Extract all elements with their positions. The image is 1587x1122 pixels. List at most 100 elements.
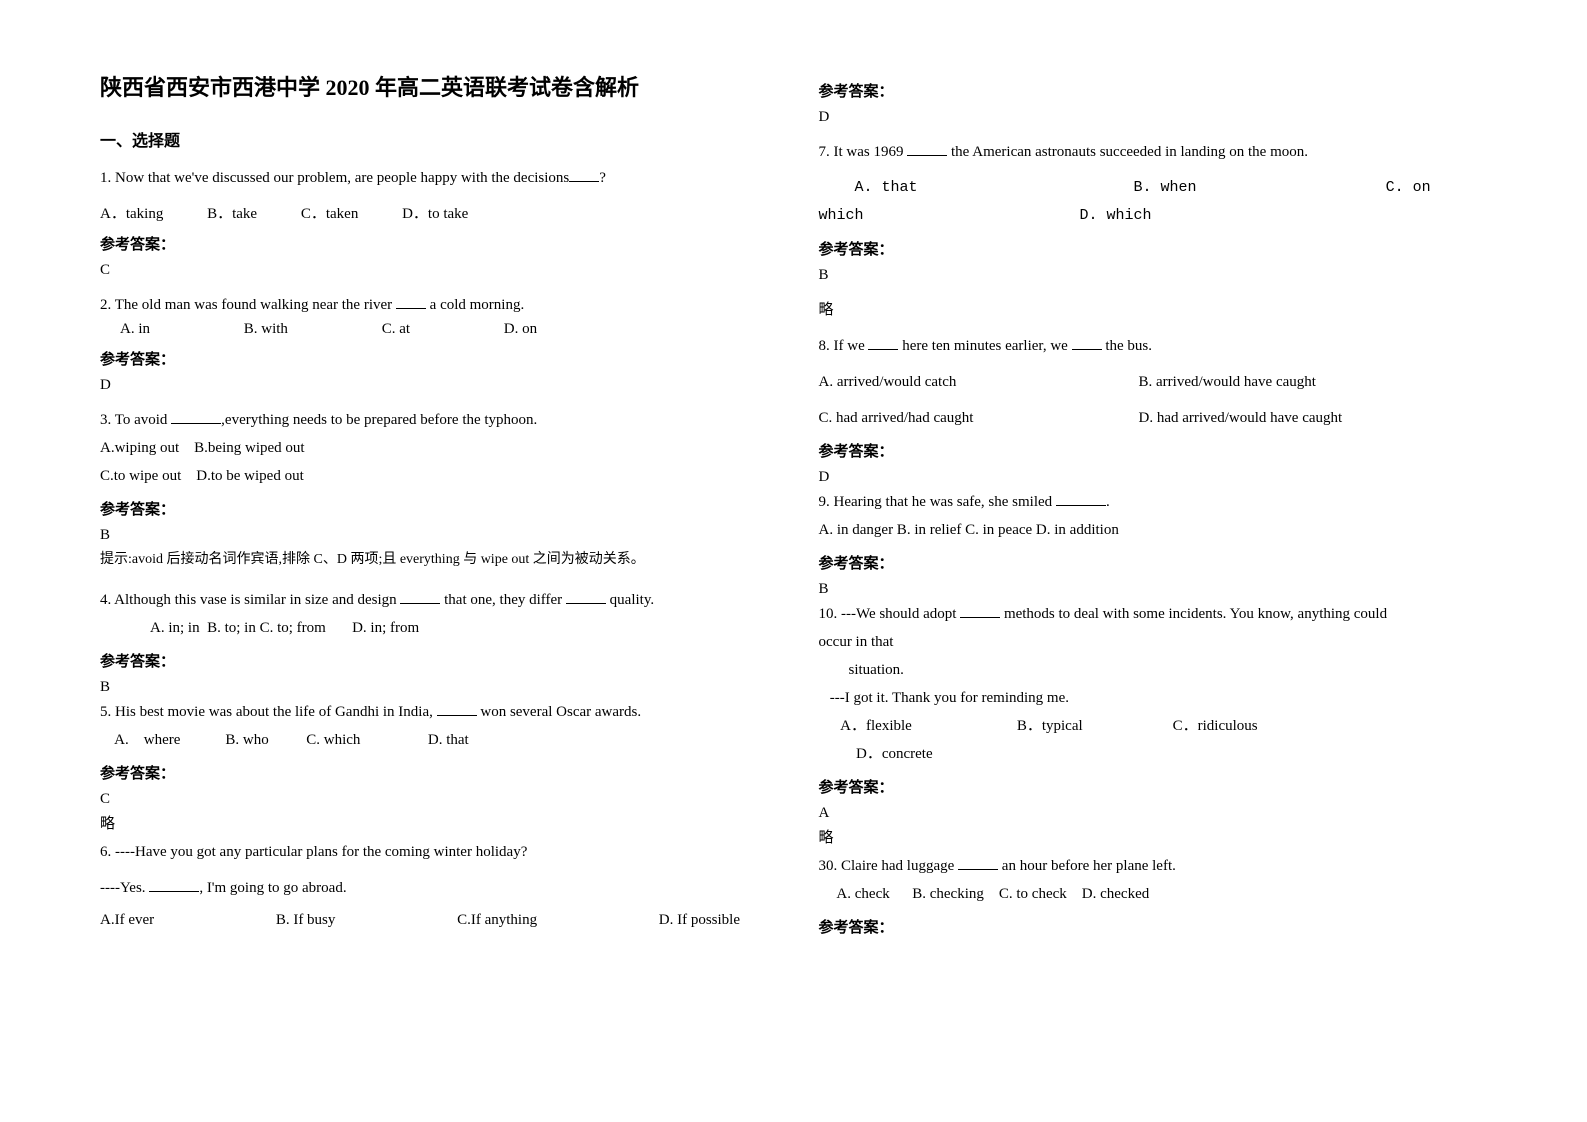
q10-options: A．flexible B．typical C．ridiculous [819,714,1508,738]
answer-label: 参考答案： [819,80,1508,101]
blank [149,879,199,893]
q6-l2a: ----Yes. [100,880,149,896]
q10-answer: A [819,805,1508,822]
q3-opts-line3: C.to wipe out D.to be wiped out [100,464,789,488]
q5-answer: C [100,791,789,808]
q8-opts-row1: A. arrived/would catch B. arrived/would … [819,370,1508,394]
q10-l3: situation. [819,658,1508,682]
answer-label: 参考答案： [100,650,789,671]
q8-opt-d: D. had arrived/would have caught [1139,406,1343,430]
q6-l2b: , I'm going to go abroad. [199,880,346,896]
q5-note: 略 [100,812,789,836]
q6-line2: ----Yes. , I'm going to go abroad. [100,876,789,900]
q2-options: A. in B. with C. at D. on [100,321,789,338]
q9-answer: B [819,581,1508,598]
tip-label: 提示: [100,552,132,567]
q10-stem: 10. ---We should adopt methods to deal w… [819,602,1508,626]
q1-options: A．taking B．take C．taken D．to take [100,202,789,223]
q10-l2: occur in that [819,630,1508,654]
answer-label: 参考答案： [819,776,1508,797]
q8-opt-c: C. had arrived/had caught [819,406,1139,430]
q7-opts-l1: A. that B. when C. on [819,176,1508,200]
q10-l4: ---I got it. Thank you for reminding me. [819,686,1508,710]
blank [396,296,426,310]
q8-t3: the bus. [1102,338,1152,354]
blank [400,591,440,605]
title-text-1: 陕西省西安市西港中学 [100,75,326,100]
q1-answer: C [100,262,789,279]
answer-label: 参考答案： [100,348,789,369]
q2-opt-c: C. at [382,321,410,338]
q30-options: A. check B. checking C. to check D. chec… [819,882,1508,906]
q30-stem: 30. Claire had luggage an hour before he… [819,854,1508,878]
tip-text: avoid 后接动名词作宾语,排除 C、D 两项;且 everything 与 … [132,552,645,567]
q7-stem: 7. It was 1969 the American astronauts s… [819,140,1508,164]
answer-label: 参考答案： [100,233,789,254]
answer-label: 参考答案： [819,440,1508,461]
q7-note: 略 [819,298,1508,322]
q6-answer: D [819,109,1508,126]
title-text-2: 年高二英语联考试卷含解析 [370,75,640,100]
q2-answer: D [100,377,789,394]
left-column: 陕西省西安市西港中学 2020 年高二英语联考试卷含解析 一、选择题 1. No… [100,70,819,945]
q1-stem: 1. Now that we've discussed our problem,… [100,166,789,190]
q2-opt-b: B. with [244,321,288,338]
blank [958,857,998,871]
answer-label: 参考答案： [819,552,1508,573]
q9-stem: 9. Hearing that he was safe, she smiled … [819,490,1508,514]
q1-tail: ? [599,170,606,186]
q6-options: A.If ever B. If busy C.If anything D. If… [100,912,780,929]
q4-t2: that one, they differ [440,592,566,608]
q2-tail: a cold morning. [430,297,525,313]
section-1-heading: 一、选择题 [100,127,789,151]
q6-opt-a: A.If ever [100,912,154,929]
q8-opt-b: B. arrived/would have caught [1139,370,1316,394]
q9-options: A. in danger B. in relief C. in peace D.… [819,518,1508,542]
q8-t1: 8. If we [819,338,869,354]
q30-t2: an hour before her plane left. [998,858,1176,874]
q1-opt-d: D．to take [402,202,468,223]
q6-opt-b: B. If busy [276,912,336,929]
q2-opt-a: A. in [120,321,150,338]
q2-text: 2. The old man was found walking near th… [100,297,396,313]
blank [960,605,1000,619]
q1-opt-c: C．taken [301,202,359,223]
q7-opts-l2: which D. which [819,204,1508,228]
answer-label: 参考答案： [819,238,1508,259]
answer-label: 参考答案： [100,762,789,783]
q4-answer: B [100,679,789,696]
q4-stem: 4. Although this vase is similar in size… [100,588,789,612]
title-year: 2020 [326,75,370,100]
q10-t2: methods to deal with some incidents. You… [1000,606,1387,622]
blank [1072,337,1102,351]
q6-opt-c: C.If anything [457,912,537,929]
q3-tip: 提示:avoid 后接动名词作宾语,排除 C、D 两项;且 everything… [100,548,789,568]
q5-t1: 5. His best movie was about the life of … [100,704,437,720]
q8-answer: D [819,469,1508,486]
q1-opt-a: A．taking [100,202,163,223]
q3-stem: 3. To avoid ,everything needs to be prep… [100,408,789,432]
blank [437,703,477,717]
answer-label: 参考答案： [819,916,1508,937]
q7-answer: B [819,267,1508,284]
blank [569,169,599,183]
q10-t1: 10. ---We should adopt [819,606,961,622]
q8-opts-row2: C. had arrived/had caught D. had arrived… [819,406,1508,430]
page-title: 陕西省西安市西港中学 2020 年高二英语联考试卷含解析 [100,70,789,102]
q30-t1: 30. Claire had luggage [819,858,959,874]
blank [1056,493,1106,507]
q7-t2: the American astronauts succeeded in lan… [947,144,1308,160]
exam-page: 陕西省西安市西港中学 2020 年高二英语联考试卷含解析 一、选择题 1. No… [0,0,1587,985]
q6-opt-d: D. If possible [659,912,740,929]
q9-t2: . [1106,494,1110,510]
blank [566,591,606,605]
q5-t2: won several Oscar awards. [477,704,642,720]
q6-line1: 6. ----Have you got any particular plans… [100,840,789,864]
blank [907,143,947,157]
q2-opt-d: D. on [504,321,537,338]
q2-stem: 2. The old man was found walking near th… [100,293,789,317]
blank [171,411,221,425]
q1-text: 1. Now that we've discussed our problem,… [100,170,569,186]
right-column: 参考答案： D 7. It was 1969 the American astr… [819,70,1538,945]
q1-opt-b: B．take [207,202,257,223]
